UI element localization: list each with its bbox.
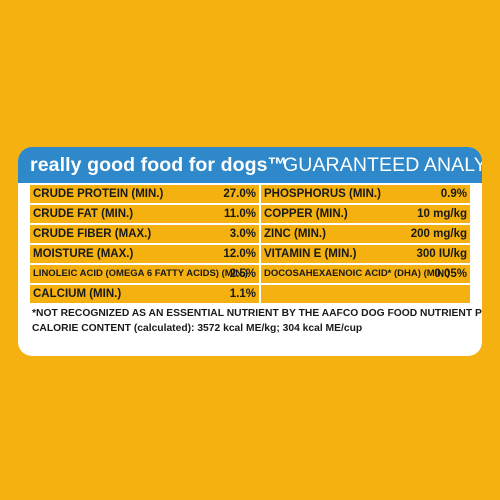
nutrient-value: 12.0% — [223, 248, 256, 260]
nutrient-name: ZINC (MIN.) — [264, 228, 326, 240]
empty-cell — [261, 285, 470, 303]
nutrient-cell: PHOSPHORUS (MIN.) 0.9% — [261, 185, 470, 203]
guaranteed-analysis-panel: really good food for dogs™ GUARANTEED AN… — [18, 147, 482, 356]
nutrient-cell: DOCOSAHEXAENOIC ACID* (DHA) (MIN.) 0.05% — [261, 265, 470, 283]
nutrient-name: DOCOSAHEXAENOIC ACID* (DHA) (MIN.) — [264, 268, 450, 279]
table-row: CRUDE FIBER (MAX.) 3.0% ZINC (MIN.) 200 … — [18, 225, 482, 243]
nutrient-value: 300 IU/kg — [416, 248, 468, 260]
nutrient-name: MOISTURE (MAX.) — [33, 248, 134, 260]
nutrient-value: 200 mg/kg — [410, 228, 467, 240]
panel-title: GUARANTEED ANALYSIS — [283, 154, 482, 176]
panel-header: really good food for dogs™ GUARANTEED AN… — [18, 147, 482, 183]
nutrient-value: 10 mg/kg — [417, 208, 467, 220]
nutrient-cell: CRUDE FIBER (MAX.) 3.0% — [30, 225, 259, 243]
table-row: CRUDE PROTEIN (MIN.) 27.0% PHOSPHORUS (M… — [18, 185, 482, 203]
nutrient-cell: CALCIUM (MIN.) 1.1% — [30, 285, 259, 303]
table-row: CALCIUM (MIN.) 1.1% — [18, 285, 482, 303]
table-row: CRUDE FAT (MIN.) 11.0% COPPER (MIN.) 10 … — [18, 205, 482, 223]
nutrient-name: COPPER (MIN.) — [264, 208, 348, 220]
nutrient-name: CRUDE PROTEIN (MIN.) — [33, 188, 164, 200]
analysis-table: CRUDE PROTEIN (MIN.) 27.0% PHOSPHORUS (M… — [18, 185, 482, 305]
footnote-aafco: *NOT RECOGNIZED AS AN ESSENTIAL NUTRIENT… — [32, 308, 482, 319]
nutrient-name: PHOSPHORUS (MIN.) — [264, 188, 381, 200]
nutrient-cell: CRUDE PROTEIN (MIN.) 27.0% — [30, 185, 259, 203]
nutrient-value: 3.0% — [229, 228, 256, 240]
nutrient-name: LINOLEIC ACID (OMEGA 6 FATTY ACIDS) (MIN… — [33, 268, 248, 279]
footnote: *NOT RECOGNIZED AS AN ESSENTIAL NUTRIENT… — [32, 306, 482, 336]
nutrient-name: VITAMIN E (MIN.) — [264, 248, 357, 260]
nutrient-name: CRUDE FAT (MIN.) — [33, 208, 134, 220]
nutrient-cell: CRUDE FAT (MIN.) 11.0% — [30, 205, 259, 223]
nutrient-cell: MOISTURE (MAX.) 12.0% — [30, 245, 259, 263]
nutrient-cell: LINOLEIC ACID (OMEGA 6 FATTY ACIDS) (MIN… — [30, 265, 259, 283]
nutrient-value: 1.1% — [229, 288, 256, 300]
nutrient-value: 27.0% — [223, 188, 256, 200]
calorie-content: CALORIE CONTENT (calculated): 3572 kcal … — [32, 323, 363, 334]
table-row: MOISTURE (MAX.) 12.0% VITAMIN E (MIN.) 3… — [18, 245, 482, 263]
nutrient-cell: ZINC (MIN.) 200 mg/kg — [261, 225, 470, 243]
nutrient-value: 2.5% — [229, 268, 256, 280]
nutrient-cell: COPPER (MIN.) 10 mg/kg — [261, 205, 470, 223]
table-row: LINOLEIC ACID (OMEGA 6 FATTY ACIDS) (MIN… — [18, 265, 482, 283]
nutrient-name: CRUDE FIBER (MAX.) — [33, 228, 152, 240]
nutrient-value: 11.0% — [224, 208, 256, 220]
nutrient-name: CALCIUM (MIN.) — [33, 288, 122, 300]
brand-tagline: really good food for dogs™ — [30, 154, 288, 176]
nutrient-cell: VITAMIN E (MIN.) 300 IU/kg — [261, 245, 470, 263]
nutrient-value: 0.9% — [440, 188, 467, 200]
nutrient-value: 0.05% — [434, 268, 467, 280]
